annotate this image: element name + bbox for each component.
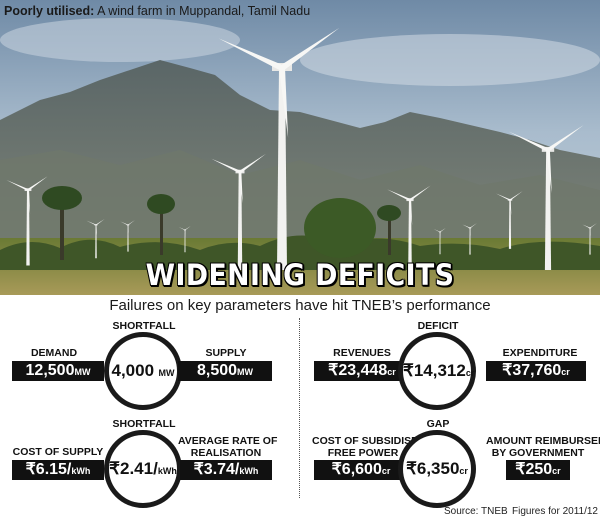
cost-of-supply-label: COST OF SUPPLY xyxy=(12,446,104,458)
subtitle: Failures on key parameters have hit TNEB… xyxy=(109,297,491,314)
caption-text: A wind farm in Muppandal, Tamil Nadu xyxy=(97,4,311,18)
revenues-unit: cr xyxy=(387,367,396,377)
subsidised-label-line2: FREE POWER xyxy=(327,447,399,459)
gap-value-wrap: ₹6,350cr xyxy=(403,459,471,479)
section-divider xyxy=(299,318,300,498)
wind-turbine xyxy=(433,227,446,255)
wind-turbine xyxy=(496,191,523,249)
wind-turbine xyxy=(387,185,431,270)
palm-tree xyxy=(377,205,401,255)
avg-rate-label-line1: AVERAGE RATE OF xyxy=(178,435,278,447)
wind-turbine xyxy=(211,153,266,270)
avg-rate-label-line2: REALISATION xyxy=(190,447,262,459)
reimbursed-label-line2: BY GOVERNMENT xyxy=(491,447,585,459)
shortfall-circle: 4,000 MW xyxy=(104,332,182,410)
expenditure-value: ₹37,760 xyxy=(502,362,562,379)
reimbursed-label-line1: AMOUNT REIMBURSED xyxy=(486,435,600,447)
avg-rate-unit: kWh xyxy=(239,466,259,476)
cost-of-supply-value: ₹6.15/ xyxy=(25,461,72,478)
expenditure-value-box: ₹37,760cr xyxy=(486,361,586,381)
rate-shortfall-circle: ₹2.41/kWh xyxy=(104,430,182,508)
revenues-value: ₹23,448 xyxy=(328,362,388,379)
footnote: Figures for 2011/12 xyxy=(512,506,598,517)
gap-unit: cr xyxy=(459,466,468,476)
gap-circle: ₹6,350cr xyxy=(398,430,476,508)
subsidised-label: COST OF SUBSIDISED/ FREE POWER xyxy=(312,435,429,459)
revenues-value-box: ₹23,448cr xyxy=(314,361,410,381)
palm-tree xyxy=(42,186,82,260)
gap-value: ₹6,350 xyxy=(406,459,460,478)
subsidised-label-line1: COST OF SUBSIDISED/ xyxy=(312,435,429,447)
wind-turbine xyxy=(462,223,477,255)
shortfall-value: 4,000 xyxy=(111,361,155,380)
avg-rate-value: ₹3.74/ xyxy=(193,461,240,478)
wind-turbine xyxy=(218,27,340,270)
wind-farm-illustration xyxy=(0,0,600,295)
wind-turbine xyxy=(6,176,48,266)
shortfall-unit: MW xyxy=(158,368,175,378)
demand-value: 12,500 xyxy=(25,362,75,379)
wind-turbine xyxy=(508,125,584,270)
caption-bold: Poorly utilised: xyxy=(4,4,95,18)
subsidised-unit: cr xyxy=(381,466,391,476)
expenditure-unit: cr xyxy=(561,367,570,377)
supply-value-box: 8,500MW xyxy=(178,361,272,381)
revenues-label: REVENUES xyxy=(333,347,391,359)
palm-tree xyxy=(147,194,175,255)
panel-title: GAP xyxy=(426,418,450,430)
wind-turbine xyxy=(178,225,191,253)
cloud xyxy=(300,34,600,86)
source-note: Source: TNEB xyxy=(444,506,508,517)
rate-shortfall-value-wrap: ₹2.41/kWh xyxy=(109,459,177,479)
supply-unit: MW xyxy=(237,367,254,377)
subsidised-value: ₹6,600 xyxy=(331,461,382,478)
deficit-circle: ₹14,312cr xyxy=(398,332,476,410)
reimbursed-label: AMOUNT REIMBURSED BY GOVERNMENT xyxy=(486,435,600,459)
tree xyxy=(304,198,376,258)
wind-turbine xyxy=(582,223,597,255)
panel-title: SHORTFALL xyxy=(112,418,176,430)
subsidised-value-box: ₹6,600cr xyxy=(314,460,408,480)
reimbursed-unit: cr xyxy=(552,466,561,476)
avg-rate-value-box: ₹3.74/kWh xyxy=(180,460,272,480)
cloud xyxy=(0,18,240,62)
deficit-unit: cr xyxy=(465,368,475,378)
expenditure-label: EXPENDITURE xyxy=(502,347,578,359)
panel-title: SHORTFALL xyxy=(112,320,176,332)
demand-value-box: 12,500MW xyxy=(12,361,104,381)
deficit-value: ₹14,312 xyxy=(403,361,466,380)
cost-of-supply-value-box: ₹6.15/kWh xyxy=(12,460,104,480)
wind-turbine xyxy=(86,218,105,259)
tree-line xyxy=(0,235,600,270)
panel-title: DEFICIT xyxy=(417,320,459,332)
reimbursed-value-box: ₹250cr xyxy=(506,460,570,480)
wind-turbine xyxy=(120,220,135,252)
foothills xyxy=(0,150,600,250)
shortfall-value-wrap: 4,000 MW xyxy=(109,361,177,381)
avg-rate-label: AVERAGE RATE OF REALISATION xyxy=(178,435,278,459)
headline: WIDENING DEFICITS xyxy=(145,258,455,292)
rate-shortfall-value: ₹2.41/ xyxy=(109,459,158,478)
rate-shortfall-unit: kWh xyxy=(157,466,177,476)
wind-farm-photo: Poorly utilised: A wind farm in Muppanda… xyxy=(0,0,600,295)
photo-caption: Poorly utilised: A wind farm in Muppanda… xyxy=(4,4,310,18)
demand-unit: MW xyxy=(74,367,91,377)
demand-label: DEMAND xyxy=(30,347,78,359)
reimbursed-value: ₹250 xyxy=(515,461,553,478)
supply-label: SUPPLY xyxy=(205,347,247,359)
cost-of-supply-unit: kWh xyxy=(71,466,91,476)
supply-value: 8,500 xyxy=(196,362,238,379)
deficit-value-wrap: ₹14,312cr xyxy=(403,361,474,381)
